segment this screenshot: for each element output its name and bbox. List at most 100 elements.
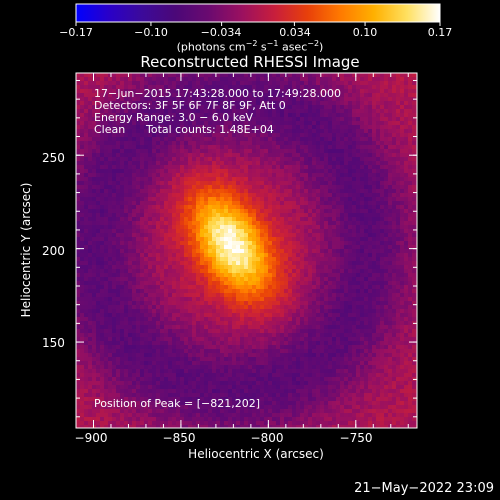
heatmap-cell xyxy=(408,161,413,166)
heatmap-cell xyxy=(84,201,89,206)
heatmap-cell xyxy=(108,153,113,158)
heatmap-cell xyxy=(276,77,281,82)
heatmap-cell xyxy=(100,73,105,78)
heatmap-cell xyxy=(344,101,349,106)
heatmap-cell xyxy=(268,109,273,114)
heatmap-cell xyxy=(228,105,233,110)
heatmap-cell xyxy=(188,161,193,166)
heatmap-cell xyxy=(336,209,341,214)
heatmap-cell xyxy=(220,213,225,218)
heatmap-cell xyxy=(136,185,141,190)
heatmap-cell xyxy=(232,277,237,282)
heatmap-cell xyxy=(112,105,117,110)
heatmap-cell xyxy=(392,157,397,162)
heatmap-cell xyxy=(248,221,253,226)
heatmap-cell xyxy=(168,145,173,150)
heatmap-cell xyxy=(248,245,253,250)
heatmap-cell xyxy=(324,129,329,134)
heatmap-cell xyxy=(240,201,245,206)
heatmap-cell xyxy=(292,177,297,182)
heatmap-cell xyxy=(208,273,213,278)
heatmap-cell xyxy=(192,73,197,78)
heatmap-cell xyxy=(268,165,273,170)
heatmap-cell xyxy=(400,97,405,102)
heatmap-cell xyxy=(140,189,145,194)
heatmap-cell xyxy=(364,233,369,238)
heatmap-cell xyxy=(396,281,401,286)
heatmap-cell xyxy=(292,205,297,210)
heatmap-cell xyxy=(256,117,261,122)
heatmap-cell xyxy=(292,261,297,266)
heatmap-cell xyxy=(136,261,141,266)
heatmap-cell xyxy=(128,161,133,166)
heatmap-cell xyxy=(396,293,401,298)
heatmap-cell xyxy=(160,265,165,270)
heatmap-cell xyxy=(228,121,233,126)
heatmap-cell xyxy=(336,293,341,298)
heatmap-cell xyxy=(232,97,237,102)
heatmap-cell xyxy=(292,117,297,122)
heatmap-cell xyxy=(168,153,173,158)
heatmap-cell xyxy=(132,165,137,170)
heatmap-cell xyxy=(116,137,121,142)
heatmap-cell xyxy=(404,253,409,258)
heatmap-cell xyxy=(156,217,161,222)
heatmap-cell xyxy=(304,177,309,182)
heatmap-cell xyxy=(176,229,181,234)
heatmap-cell xyxy=(172,101,177,106)
heatmap-cell xyxy=(120,225,125,230)
heatmap-cell xyxy=(328,253,333,258)
heatmap-cell xyxy=(144,217,149,222)
heatmap-cell xyxy=(108,189,113,194)
heatmap-cell xyxy=(352,285,357,290)
heatmap-cell xyxy=(100,217,105,222)
heatmap-cell xyxy=(244,257,249,262)
heatmap-cell xyxy=(184,301,189,306)
heatmap-cell xyxy=(376,137,381,142)
heatmap-cell xyxy=(384,301,389,306)
heatmap-cell xyxy=(260,73,265,78)
colorbar xyxy=(75,3,441,23)
heatmap-cell xyxy=(188,81,193,86)
heatmap-cell xyxy=(348,217,353,222)
heatmap-cell xyxy=(144,261,149,266)
heatmap-cell xyxy=(268,157,273,162)
heatmap-cell xyxy=(376,233,381,238)
heatmap-cell xyxy=(336,93,341,98)
heatmap-cell xyxy=(124,249,129,254)
heatmap-cell xyxy=(236,105,241,110)
heatmap-cell xyxy=(312,169,317,174)
heatmap-cell xyxy=(264,89,269,94)
heatmap-cell xyxy=(104,173,109,178)
heatmap-cell xyxy=(264,201,269,206)
heatmap-cell xyxy=(412,169,417,174)
heatmap-cell xyxy=(200,141,205,146)
heatmap-cell xyxy=(348,201,353,206)
heatmap-cell xyxy=(156,153,161,158)
heatmap-cell xyxy=(240,189,245,194)
heatmap-cell xyxy=(128,301,133,306)
heatmap-cell xyxy=(308,101,313,106)
heatmap-cell xyxy=(284,277,289,282)
heatmap-cell xyxy=(228,109,233,114)
heatmap-cell xyxy=(408,269,413,274)
heatmap-cell xyxy=(324,125,329,130)
heatmap-cell xyxy=(308,225,313,230)
heatmap-cell xyxy=(372,193,377,198)
heatmap-cell xyxy=(112,197,117,202)
heatmap-cell xyxy=(312,285,317,290)
heatmap-cell xyxy=(292,97,297,102)
heatmap-cell xyxy=(112,273,117,278)
heatmap-cell xyxy=(272,217,277,222)
heatmap-cell xyxy=(104,193,109,198)
heatmap-cell xyxy=(344,73,349,78)
heatmap-cell xyxy=(396,105,401,110)
heatmap-cell xyxy=(76,285,81,290)
heatmap-cell xyxy=(108,109,113,114)
heatmap-cell xyxy=(92,301,97,306)
heatmap-cell xyxy=(340,113,345,118)
heatmap-cell xyxy=(144,125,149,130)
heatmap-cell xyxy=(236,189,241,194)
heatmap-cell xyxy=(88,109,93,114)
heatmap-cell xyxy=(92,157,97,162)
